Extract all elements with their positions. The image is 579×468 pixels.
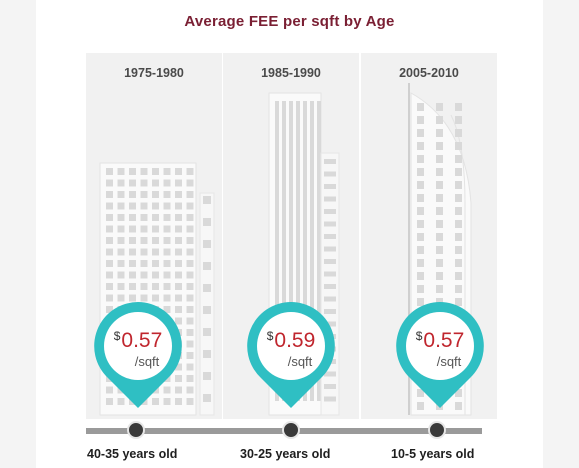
period-label: 2005-2010 xyxy=(399,66,459,80)
price-value: 0.59 xyxy=(274,329,316,352)
age-label-2005: 10-5 years old xyxy=(391,447,475,461)
currency-symbol: $ xyxy=(415,329,423,343)
price-1975: $0.57 /sqft xyxy=(93,329,183,369)
currency-symbol: $ xyxy=(266,329,274,343)
chart-title: Average FEE per sqft by Age xyxy=(184,13,395,30)
map-pin-icon xyxy=(396,302,484,408)
price-value: 0.57 xyxy=(121,329,163,352)
map-pin-icon xyxy=(94,302,182,408)
period-label: 1985-1990 xyxy=(261,66,321,80)
period-panel-1975: 1975-1980 xyxy=(86,53,222,419)
map-pin-icon xyxy=(247,302,335,408)
price-unit: /sqft xyxy=(134,354,160,369)
age-label-1975: 40-35 years old xyxy=(87,447,178,461)
price-2005: $0.57 /sqft xyxy=(395,329,485,369)
age-label-1985: 30-25 years old xyxy=(240,447,331,461)
period-label: 1975-1980 xyxy=(124,66,184,80)
timeline-marker-1985[interactable] xyxy=(282,421,300,439)
price-unit: /sqft xyxy=(287,354,313,369)
price-unit: /sqft xyxy=(436,354,462,369)
currency-symbol: $ xyxy=(113,329,121,343)
timeline-marker-2005[interactable] xyxy=(428,421,446,439)
timeline-marker-1975[interactable] xyxy=(127,421,145,439)
price-1985: $0.59 /sqft xyxy=(246,329,336,369)
price-value: 0.57 xyxy=(423,329,465,352)
